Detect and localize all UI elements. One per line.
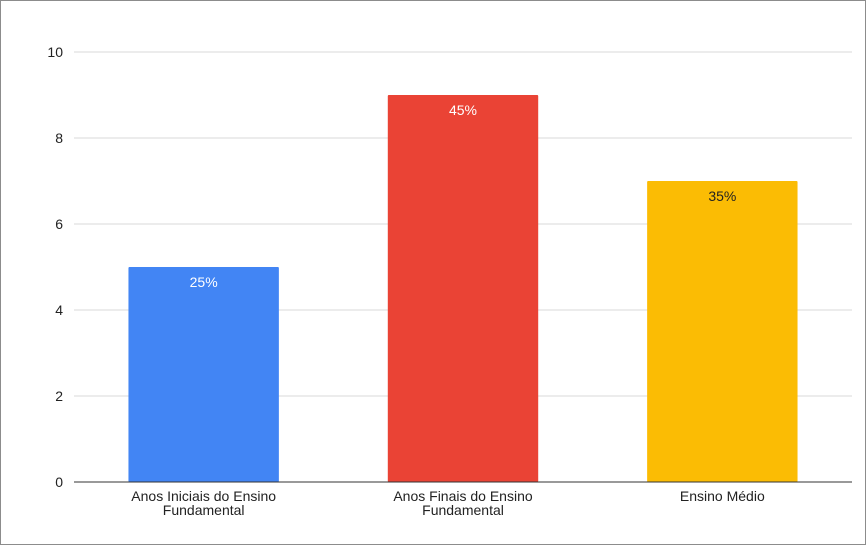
- bar: [128, 267, 279, 482]
- x-category-label: Anos Finais do Ensino Fundamental: [393, 488, 533, 518]
- x-category-label-line: Ensino Médio: [680, 488, 765, 504]
- x-category-label-line: Anos Iniciais do Ensino: [131, 488, 276, 504]
- bar-value-label: 45%: [449, 102, 477, 118]
- bar: [647, 181, 798, 482]
- x-category-label: Anos Iniciais do Ensino Fundamental: [131, 488, 276, 518]
- y-tick-label: 6: [55, 216, 63, 232]
- bar-value-label: 25%: [190, 274, 218, 290]
- x-category-label-line: Fundamental: [422, 502, 504, 518]
- data-labels: 25% 45% 35%: [190, 102, 737, 290]
- x-category-label: Ensino Médio: [680, 488, 765, 504]
- bars: [128, 95, 798, 482]
- y-tick-label: 4: [55, 302, 63, 318]
- y-tick-label: 10: [47, 44, 63, 60]
- y-tick-label: 2: [55, 388, 63, 404]
- x-category-label-line: Anos Finais do Ensino: [393, 488, 533, 504]
- y-axis-tick-labels: 0 2 4 6 8 10: [47, 44, 63, 490]
- bar-value-label: 35%: [708, 188, 736, 204]
- y-tick-label: 0: [55, 474, 63, 490]
- y-tick-label: 8: [55, 130, 63, 146]
- x-category-label-line: Fundamental: [163, 502, 245, 518]
- bar: [387, 95, 539, 482]
